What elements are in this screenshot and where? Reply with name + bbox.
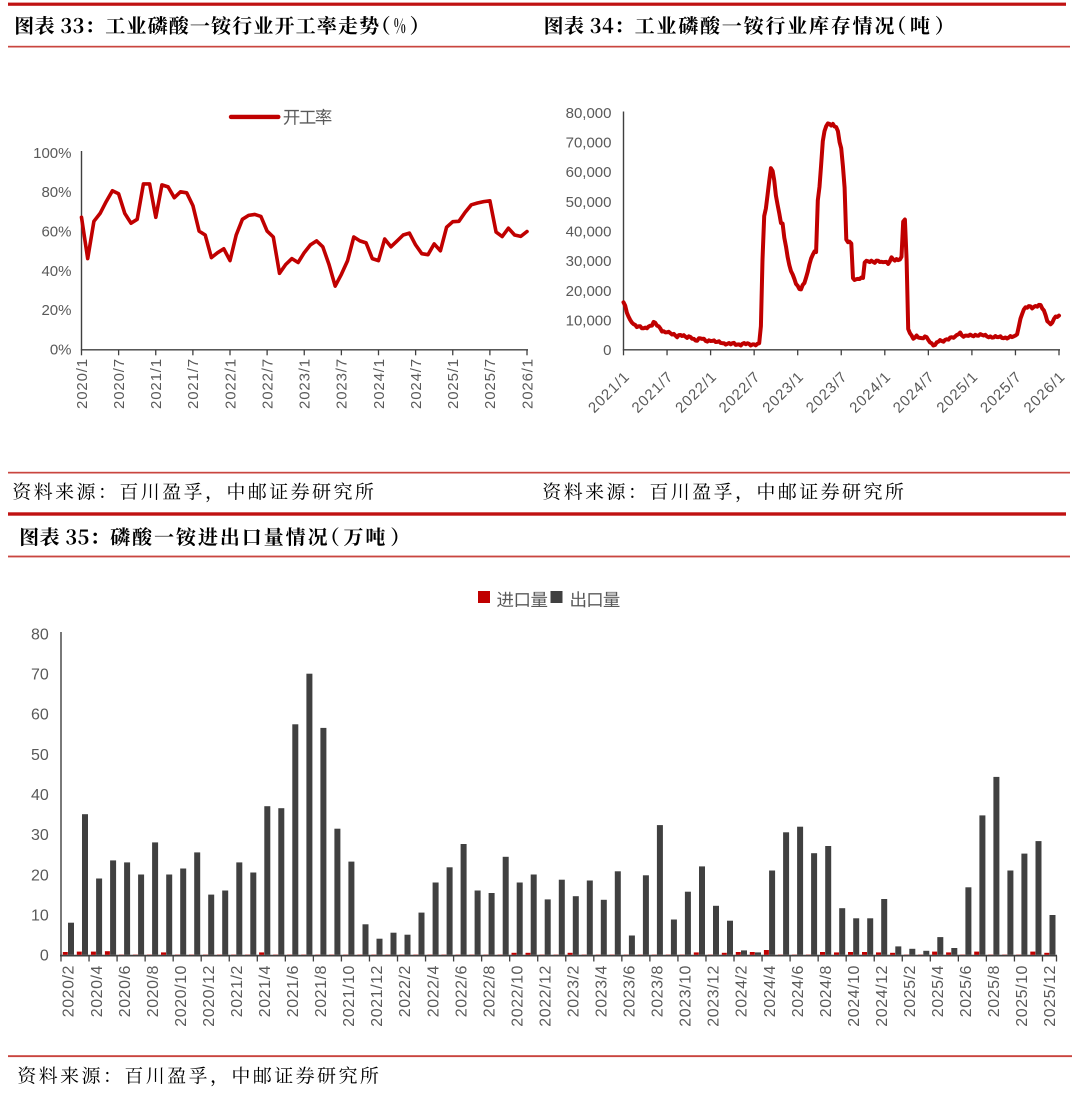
svg-text:2025/1: 2025/1 (445, 358, 462, 409)
svg-text:2021/7: 2021/7 (185, 358, 202, 409)
svg-text:40,000: 40,000 (566, 224, 612, 241)
svg-text:80: 80 (31, 626, 49, 643)
svg-text:2024/4: 2024/4 (762, 965, 779, 1017)
svg-text:2022/6: 2022/6 (453, 965, 470, 1017)
svg-text:30,000: 30,000 (566, 253, 612, 270)
svg-text:2021/8: 2021/8 (313, 965, 330, 1017)
svg-text:2021/4: 2021/4 (257, 965, 274, 1017)
svg-text:2025/6: 2025/6 (958, 965, 975, 1017)
svg-text:20,000: 20,000 (566, 283, 612, 300)
svg-text:2021/2: 2021/2 (229, 965, 246, 1017)
svg-text:2020/1: 2020/1 (74, 358, 91, 409)
svg-text:2023/10: 2023/10 (678, 965, 695, 1027)
svg-text:0: 0 (40, 948, 49, 965)
svg-text:2022/10: 2022/10 (509, 965, 526, 1027)
svg-text:40: 40 (31, 787, 49, 804)
svg-text:2023/12: 2023/12 (706, 965, 723, 1027)
svg-text:2024/1: 2024/1 (371, 358, 388, 409)
svg-text:2025/7: 2025/7 (482, 358, 499, 409)
svg-text:2020/4: 2020/4 (89, 965, 106, 1017)
svg-text:10: 10 (31, 907, 49, 924)
svg-text:2022/1: 2022/1 (222, 358, 239, 409)
svg-text:30: 30 (31, 827, 49, 844)
svg-text:20: 20 (31, 867, 49, 884)
svg-text:2022/4: 2022/4 (425, 965, 442, 1017)
svg-text:2023/1: 2023/1 (297, 358, 314, 409)
svg-text:60,000: 60,000 (566, 164, 612, 181)
svg-text:2020/8: 2020/8 (145, 965, 162, 1017)
svg-text:2021/10: 2021/10 (341, 965, 358, 1027)
svg-text:0: 0 (603, 342, 611, 359)
svg-text:2023/2: 2023/2 (566, 965, 583, 1017)
svg-text:60: 60 (31, 707, 49, 724)
svg-text:2026/1: 2026/1 (519, 358, 536, 409)
svg-text:2024/10: 2024/10 (846, 965, 863, 1027)
svg-text:2022/12: 2022/12 (537, 965, 554, 1027)
svg-text:2021/6: 2021/6 (285, 965, 302, 1017)
svg-text:0%: 0% (50, 341, 72, 358)
svg-text:2025/8: 2025/8 (986, 965, 1003, 1017)
svg-text:50,000: 50,000 (566, 194, 612, 211)
svg-text:2023/6: 2023/6 (622, 965, 639, 1017)
svg-text:20%: 20% (41, 302, 71, 319)
svg-text:70: 70 (31, 667, 49, 684)
svg-text:2022/7: 2022/7 (259, 358, 276, 409)
svg-text:2020/2: 2020/2 (61, 965, 78, 1017)
svg-text:2022/2: 2022/2 (397, 965, 414, 1017)
svg-text:2022/8: 2022/8 (481, 965, 498, 1017)
svg-text:2024/7: 2024/7 (408, 358, 425, 409)
svg-text:2024/2: 2024/2 (734, 965, 751, 1017)
svg-text:2024/8: 2024/8 (818, 965, 835, 1017)
svg-text:50: 50 (31, 747, 49, 764)
svg-text:2020/6: 2020/6 (117, 965, 134, 1017)
svg-text:2020/7: 2020/7 (111, 358, 128, 409)
svg-text:2025/4: 2025/4 (930, 965, 947, 1017)
svg-text:80%: 80% (41, 184, 71, 201)
svg-text:2023/7: 2023/7 (334, 358, 351, 409)
svg-text:2021/12: 2021/12 (369, 965, 386, 1027)
svg-text:2023/8: 2023/8 (650, 965, 667, 1017)
svg-text:2025/12: 2025/12 (1042, 965, 1059, 1027)
svg-text:2020/10: 2020/10 (173, 965, 190, 1027)
svg-text:60%: 60% (41, 224, 71, 241)
svg-text:100%: 100% (33, 145, 71, 162)
svg-text:2021/1: 2021/1 (148, 358, 165, 409)
svg-text:10,000: 10,000 (566, 313, 612, 330)
svg-text:2025/2: 2025/2 (902, 965, 919, 1017)
svg-text:2023/4: 2023/4 (594, 965, 611, 1017)
svg-text:2024/6: 2024/6 (790, 965, 807, 1017)
svg-text:2024/12: 2024/12 (874, 965, 891, 1027)
svg-text:2025/10: 2025/10 (1014, 965, 1031, 1027)
svg-text:80,000: 80,000 (566, 105, 612, 122)
svg-text:70,000: 70,000 (566, 135, 612, 152)
svg-text:2020/12: 2020/12 (201, 965, 218, 1027)
svg-text:40%: 40% (41, 263, 71, 280)
